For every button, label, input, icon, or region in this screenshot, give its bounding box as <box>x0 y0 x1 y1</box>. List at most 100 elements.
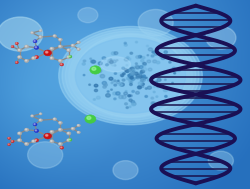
Circle shape <box>142 62 146 65</box>
Circle shape <box>156 85 158 87</box>
Circle shape <box>126 77 128 80</box>
Circle shape <box>144 95 147 97</box>
Circle shape <box>208 151 233 170</box>
Circle shape <box>128 78 131 80</box>
Circle shape <box>114 80 116 82</box>
Circle shape <box>163 51 167 53</box>
Circle shape <box>172 67 174 70</box>
Circle shape <box>117 80 119 81</box>
Ellipse shape <box>58 26 202 125</box>
Circle shape <box>137 86 141 89</box>
Circle shape <box>53 35 56 37</box>
Circle shape <box>146 55 148 56</box>
Circle shape <box>105 64 108 66</box>
Circle shape <box>102 86 106 88</box>
Circle shape <box>35 47 36 48</box>
Circle shape <box>171 82 173 84</box>
Circle shape <box>142 75 145 77</box>
Circle shape <box>105 94 110 97</box>
Circle shape <box>127 77 131 80</box>
Circle shape <box>35 139 36 140</box>
Circle shape <box>138 86 140 88</box>
Circle shape <box>128 74 132 77</box>
Circle shape <box>112 80 114 82</box>
Circle shape <box>114 52 117 55</box>
Circle shape <box>32 140 36 143</box>
Circle shape <box>112 60 116 63</box>
Circle shape <box>24 143 28 146</box>
Circle shape <box>151 103 154 105</box>
Circle shape <box>112 92 116 95</box>
Circle shape <box>58 38 62 41</box>
Circle shape <box>66 139 70 142</box>
Circle shape <box>139 66 142 69</box>
Circle shape <box>50 47 54 50</box>
Circle shape <box>122 73 125 75</box>
Circle shape <box>140 83 144 85</box>
Ellipse shape <box>62 29 198 122</box>
Circle shape <box>154 83 156 85</box>
Circle shape <box>132 71 134 72</box>
Circle shape <box>58 59 62 62</box>
Circle shape <box>67 56 68 57</box>
Circle shape <box>60 63 63 66</box>
Circle shape <box>112 161 138 180</box>
Circle shape <box>58 45 62 48</box>
Circle shape <box>30 32 34 34</box>
Circle shape <box>71 127 75 130</box>
Circle shape <box>58 143 62 146</box>
Circle shape <box>72 45 73 46</box>
Circle shape <box>150 102 155 105</box>
Circle shape <box>35 130 36 131</box>
Circle shape <box>39 36 42 38</box>
Circle shape <box>155 74 158 76</box>
Circle shape <box>88 84 90 85</box>
Circle shape <box>127 95 130 97</box>
Circle shape <box>60 64 62 65</box>
Circle shape <box>50 131 52 132</box>
Circle shape <box>164 79 166 81</box>
Circle shape <box>90 66 101 74</box>
Circle shape <box>8 144 9 145</box>
Circle shape <box>147 79 149 81</box>
Circle shape <box>111 52 115 55</box>
Circle shape <box>31 115 32 116</box>
Circle shape <box>44 50 51 56</box>
Circle shape <box>155 96 157 97</box>
Circle shape <box>58 121 62 124</box>
Circle shape <box>35 56 36 57</box>
Circle shape <box>126 65 127 66</box>
Circle shape <box>127 74 130 76</box>
Circle shape <box>140 70 144 73</box>
Circle shape <box>24 128 28 131</box>
Circle shape <box>128 68 132 70</box>
Circle shape <box>168 89 172 91</box>
Circle shape <box>34 129 38 132</box>
Circle shape <box>116 60 117 61</box>
Circle shape <box>24 45 28 48</box>
Circle shape <box>152 91 154 93</box>
Circle shape <box>140 77 144 80</box>
Circle shape <box>93 99 95 100</box>
Ellipse shape <box>65 31 195 120</box>
Circle shape <box>153 86 155 88</box>
Circle shape <box>59 60 60 61</box>
Circle shape <box>25 129 26 130</box>
Circle shape <box>128 80 132 83</box>
Circle shape <box>130 77 133 79</box>
Circle shape <box>126 57 128 58</box>
Circle shape <box>46 135 48 136</box>
Circle shape <box>111 63 115 66</box>
Circle shape <box>34 139 38 142</box>
Circle shape <box>107 91 109 92</box>
Circle shape <box>129 84 132 85</box>
Circle shape <box>90 60 94 63</box>
Circle shape <box>130 74 133 76</box>
Circle shape <box>71 44 75 47</box>
Circle shape <box>108 77 112 80</box>
Circle shape <box>113 98 116 100</box>
Circle shape <box>135 63 137 64</box>
Circle shape <box>126 107 128 108</box>
Circle shape <box>33 40 37 43</box>
Circle shape <box>59 39 60 40</box>
